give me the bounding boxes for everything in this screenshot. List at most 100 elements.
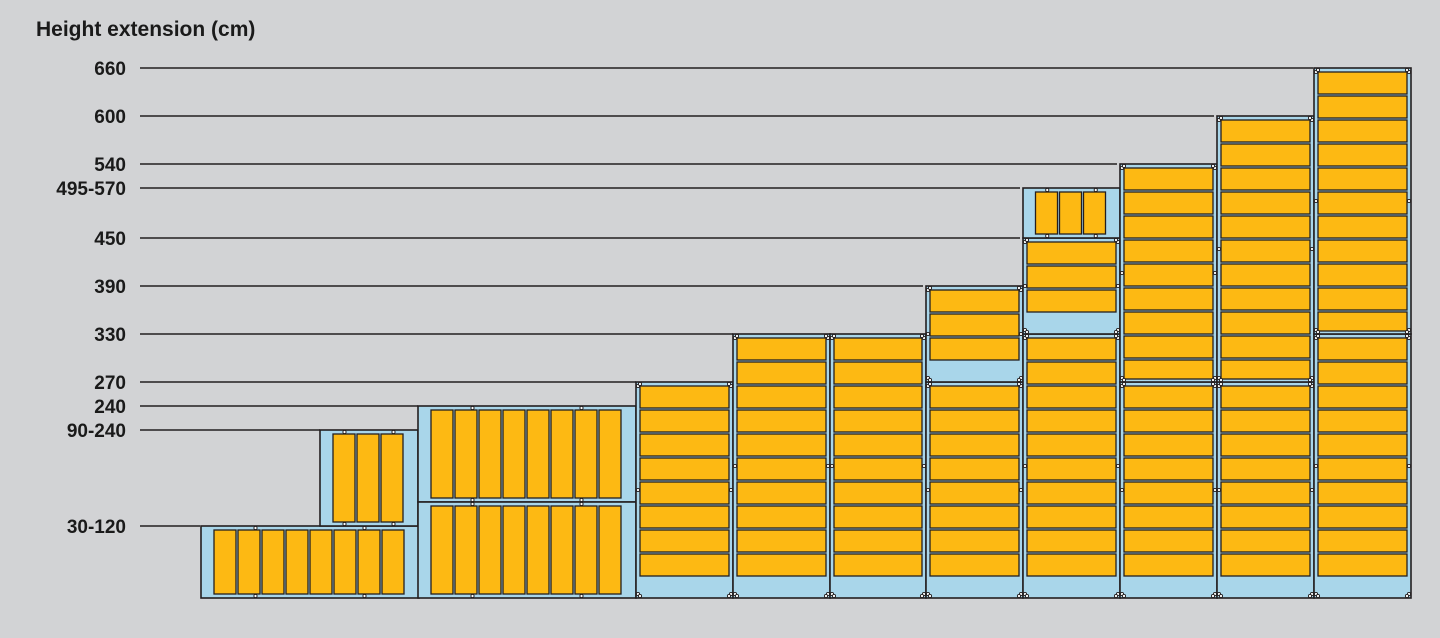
panel	[1026, 553, 1117, 577]
panel	[1317, 287, 1408, 311]
bolt-hole	[831, 593, 837, 599]
panel	[1317, 263, 1408, 287]
panel	[1220, 311, 1311, 335]
panel	[574, 409, 598, 499]
bolt-hole	[925, 331, 931, 337]
bolt-hole	[1210, 377, 1216, 383]
panel	[381, 529, 405, 595]
panel	[736, 385, 827, 409]
bolt-hole	[1210, 593, 1216, 599]
panel	[639, 433, 730, 457]
bolt-hole	[1016, 285, 1022, 291]
bolt-hole	[927, 593, 933, 599]
bolt-hole	[1018, 331, 1024, 337]
panel	[929, 313, 1020, 337]
bolt-hole	[919, 333, 925, 339]
bolt-hole	[1404, 333, 1410, 339]
panel	[833, 385, 923, 409]
panel	[332, 433, 356, 523]
panel	[526, 409, 550, 499]
panel	[833, 361, 923, 385]
bolt-hole	[726, 593, 732, 599]
panel	[1123, 481, 1214, 505]
panel	[1220, 359, 1311, 380]
bolt-hole	[927, 285, 933, 291]
bolt-hole	[734, 593, 740, 599]
panel	[736, 457, 827, 481]
panel	[639, 481, 730, 505]
panel	[1123, 191, 1214, 215]
panel	[929, 553, 1020, 577]
panel	[1026, 385, 1117, 409]
panel	[1317, 239, 1408, 263]
bolt-hole	[1022, 463, 1028, 469]
panel	[833, 553, 923, 577]
formwork-element	[925, 285, 1024, 383]
panel	[833, 433, 923, 457]
formwork-element	[1022, 237, 1121, 335]
bolt-hole	[732, 463, 738, 469]
panel	[1220, 287, 1311, 311]
panel	[736, 481, 827, 505]
panel	[1220, 167, 1311, 191]
bolt-hole	[253, 525, 258, 531]
formwork-element	[417, 501, 637, 599]
bolt-hole	[470, 501, 475, 507]
formwork-element	[829, 333, 927, 599]
panel	[1317, 457, 1408, 481]
panel	[929, 481, 1020, 505]
panel	[929, 337, 1020, 361]
height-label: 90-240	[67, 421, 126, 442]
bolt-hole	[1121, 163, 1127, 169]
panel	[356, 433, 380, 523]
formwork-element	[1119, 381, 1218, 599]
panel	[357, 529, 381, 595]
bolt-hole	[823, 333, 829, 339]
panel	[833, 529, 923, 553]
formwork-element	[1216, 381, 1315, 599]
bolt-hole	[1212, 270, 1218, 276]
panel	[929, 457, 1020, 481]
bolt-hole	[391, 521, 396, 527]
bolt-hole	[362, 525, 367, 531]
panel	[1220, 263, 1311, 287]
bolt-hole	[342, 429, 347, 435]
panel	[639, 385, 730, 409]
panel	[1026, 337, 1117, 361]
panel	[1220, 215, 1311, 239]
panel	[736, 337, 827, 361]
bolt-hole	[1307, 381, 1313, 387]
bolt-hole	[1307, 377, 1313, 383]
bolt-hole	[927, 381, 933, 387]
bolt-hole	[919, 593, 925, 599]
panel	[1026, 433, 1117, 457]
bolt-hole	[1404, 67, 1410, 73]
bolt-hole	[1045, 187, 1050, 193]
bolt-hole	[1315, 593, 1321, 599]
bolt-hole	[1216, 487, 1222, 493]
bolt-hole	[470, 497, 475, 503]
panel	[285, 529, 309, 595]
bolt-hole	[470, 405, 475, 411]
panel	[1123, 359, 1214, 380]
panel	[1220, 335, 1311, 359]
formwork-element	[200, 525, 420, 599]
panel	[1058, 191, 1083, 235]
panel	[1123, 529, 1214, 553]
formwork-element	[1216, 115, 1315, 383]
bolt-hole	[1210, 163, 1216, 169]
bolt-hole	[1093, 233, 1098, 239]
panel	[1220, 553, 1311, 577]
bolt-hole	[1119, 487, 1125, 493]
formwork-element	[1313, 333, 1412, 599]
panel	[1317, 481, 1408, 505]
panel	[1220, 385, 1311, 409]
panel	[1026, 505, 1117, 529]
formwork-element	[1022, 187, 1121, 239]
bolt-hole	[253, 593, 258, 599]
panel	[1220, 409, 1311, 433]
height-label: 450	[94, 229, 126, 250]
panel	[736, 505, 827, 529]
formwork-element	[1119, 163, 1218, 383]
